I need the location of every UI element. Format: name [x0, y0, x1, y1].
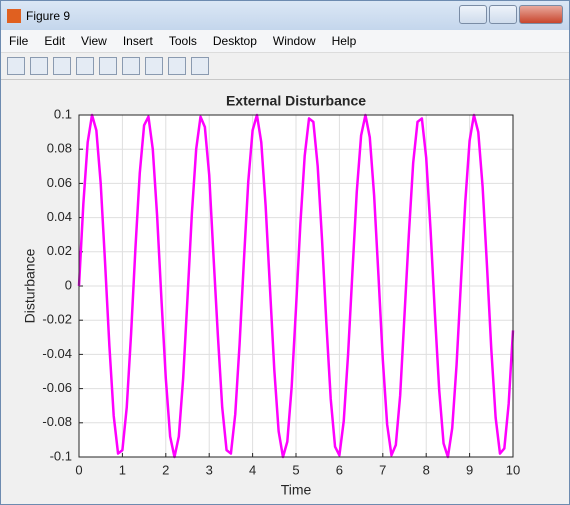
y-tick-label: 0.1	[54, 106, 72, 121]
x-tick-label: 4	[249, 462, 256, 477]
property-button[interactable]	[191, 57, 209, 75]
chart-title: External Disturbance	[226, 93, 366, 109]
x-tick-label: 7	[379, 462, 386, 477]
window-title: Figure 9	[26, 8, 71, 23]
x-tick-label: 3	[206, 462, 213, 477]
y-tick-label: 0.06	[47, 175, 72, 190]
title-bar: Figure 9	[1, 1, 569, 30]
menu-item[interactable]: Window	[272, 34, 316, 48]
app-icon	[7, 8, 21, 23]
y-tick-label: -0.02	[42, 312, 72, 327]
menu-bar: File Edit View Insert Tools Desktop Window Help	[1, 30, 569, 53]
x-tick-label: 10	[506, 462, 520, 477]
menu-item[interactable]: Insert	[122, 34, 153, 48]
menu-item[interactable]: Edit	[44, 34, 66, 48]
pointer-button[interactable]	[168, 57, 186, 75]
menu-item[interactable]: Desktop	[212, 34, 257, 48]
x-tick-label: 1	[119, 462, 126, 477]
x-tick-label: 5	[292, 462, 299, 477]
y-tick-label: -0.06	[42, 380, 72, 395]
y-tick-label: -0.08	[42, 414, 72, 429]
y-tick-label: 0.08	[47, 141, 72, 156]
colorbar-button[interactable]	[122, 57, 140, 75]
y-tick-label: 0	[65, 277, 72, 292]
toolbar	[1, 53, 569, 80]
x-tick-label: 9	[466, 462, 473, 477]
y-tick-label: 0.02	[47, 243, 72, 258]
y-tick-label: -0.1	[50, 448, 72, 463]
menu-item[interactable]: Tools	[168, 34, 197, 48]
x-axis-label: Time	[281, 482, 312, 498]
menu-item[interactable]: File	[9, 34, 29, 48]
open-button[interactable]	[30, 57, 48, 75]
close-button[interactable]	[519, 5, 563, 24]
menu-item[interactable]: View	[81, 34, 107, 48]
axes-box	[78, 114, 514, 458]
print-button[interactable]	[76, 57, 94, 75]
x-tick-label: 0	[75, 462, 82, 477]
legend-button[interactable]	[145, 57, 163, 75]
link-button[interactable]	[99, 57, 117, 75]
save-button[interactable]	[53, 57, 71, 75]
new-button[interactable]	[7, 57, 25, 75]
x-tick-label: 2	[162, 462, 169, 477]
x-tick-label: 6	[336, 462, 343, 477]
minimize-button[interactable]	[459, 5, 487, 24]
y-axis-label: Disturbance	[22, 248, 38, 323]
window-buttons	[459, 5, 563, 24]
y-tick-label: 0.04	[47, 209, 72, 224]
menu-item[interactable]: Help	[331, 34, 357, 48]
maximize-button[interactable]	[489, 5, 517, 24]
data-line	[77, 113, 515, 459]
chart: External Disturbance Time Disturbance -0…	[22, 93, 521, 498]
x-tick-label: 8	[423, 462, 430, 477]
y-tick-label: -0.04	[42, 346, 72, 361]
